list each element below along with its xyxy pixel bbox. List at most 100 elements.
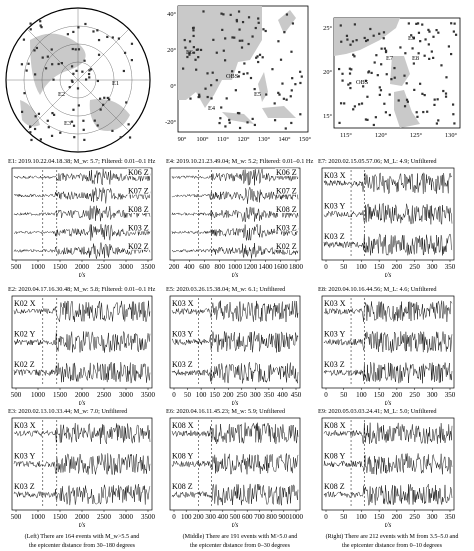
right-event-dot [422, 110, 425, 114]
right-event-dot [442, 89, 445, 93]
trace-label-bg [323, 232, 346, 241]
x-tick-label: 450 [291, 391, 302, 399]
seismic-trace [13, 483, 151, 506]
waveform-panel: E3: 2020.02.13.10.33.44; M_w: 7.0; Unfil… [8, 408, 156, 529]
trace-label-bg [275, 241, 298, 250]
polar-event-dot [50, 48, 53, 51]
middle-event-dot [284, 127, 287, 130]
x-tick-label: 350 [445, 513, 456, 521]
trace-label-bg [171, 420, 194, 429]
right-event-dot [352, 108, 355, 111]
middle-event-dot [204, 87, 207, 90]
right-event-dot [349, 82, 352, 85]
trace-label-bg [171, 360, 194, 369]
seismic-trace [171, 300, 299, 323]
trace-label: K08 X [324, 421, 346, 430]
polar-event-dot [25, 69, 28, 72]
polar-event-dot [34, 73, 37, 76]
polar-event-dot [23, 92, 26, 95]
middle-event-dot [188, 51, 191, 54]
middle-event-dot [246, 121, 249, 124]
right-event-dot [388, 113, 391, 117]
middle-event-dot [228, 121, 231, 124]
caption-middle-line2: the epicenter distance from 0–30 degrees [190, 542, 291, 549]
middle-event-dot [299, 113, 302, 116]
polar-event-dot [117, 37, 121, 40]
x-tick-label: 1000 [228, 263, 243, 271]
polar-event-dot [37, 112, 41, 115]
x-tick-label: 1000 [31, 513, 46, 521]
middle-event-dot [238, 28, 241, 31]
polar-event-dot [46, 55, 49, 58]
x-tick-label: 1500 [53, 263, 68, 271]
seismic-trace [171, 331, 299, 353]
right-event-dot [349, 86, 352, 90]
right-event-dot [364, 118, 368, 121]
right-event-dot [363, 36, 366, 40]
right-event-dot [374, 116, 377, 119]
middle-event-dot [188, 40, 192, 43]
right-event-dot [346, 38, 349, 41]
middle-event-dot [234, 89, 237, 92]
right-event-dot [403, 105, 407, 108]
polar-event-dot [111, 36, 114, 39]
right-event-dot [340, 40, 343, 43]
seismic-trace [13, 330, 151, 353]
right-event-dot [444, 95, 448, 98]
middle-event-dot [224, 37, 227, 40]
middle-event-dot [238, 112, 241, 115]
waveform-panel: E8: 2020.04.10.16.44.56; M_L: 4.6; Unfil… [318, 286, 456, 407]
right-event-dot [453, 22, 456, 25]
trace-label-bg [323, 329, 346, 338]
x-tick-label: 0 [324, 391, 328, 399]
trace-label-bg [323, 420, 346, 429]
right-event-dot [372, 123, 375, 127]
middle-label-e4: E4 [208, 105, 216, 112]
waveform-panel: E9: 2020.05.03.03.24.41; M_L: 5.0; Unfil… [318, 408, 456, 529]
x-tick-label: 350 [264, 391, 275, 399]
x-tick-label: 0 [324, 263, 328, 271]
x-tick-label: 3000 [119, 391, 134, 399]
panel-frame [321, 167, 455, 261]
polar-event-dot [92, 30, 95, 33]
x-tick-label: 600 [199, 263, 210, 271]
right-event-dot [384, 50, 388, 54]
middle-event-dot [192, 29, 195, 32]
polar-event-dot [51, 111, 54, 115]
x-axis-label: t/s [385, 399, 392, 407]
right-event-dot [403, 74, 406, 77]
x-tick-label: 300 [250, 391, 261, 399]
x-axis-label: t/s [385, 271, 392, 279]
seismic-trace [323, 422, 453, 445]
x-tick-label: 1000 [31, 391, 46, 399]
trace-label-bg [171, 482, 194, 491]
right-event-dot [341, 79, 344, 82]
x-tick-label: 400 [277, 391, 288, 399]
middle-lon-tick: 130° [258, 136, 270, 143]
polar-event-dot [75, 69, 78, 72]
right-event-dot [413, 88, 416, 91]
x-tick-label: 700 [254, 513, 265, 521]
trace-label-bg [323, 298, 346, 307]
right-event-dot [405, 98, 409, 101]
right-event-dot [426, 110, 429, 113]
middle-event-dot [251, 35, 254, 38]
middle-event-dot [265, 93, 268, 96]
x-tick-label: 1800 [289, 263, 304, 271]
seismic-trace [171, 362, 299, 384]
middle-event-dot [285, 13, 289, 16]
trace-label: K02 Z [276, 242, 297, 251]
right-event-dot [376, 74, 379, 77]
right-event-dot [345, 34, 349, 37]
right-event-dot [370, 71, 373, 75]
polar-event-dot [125, 101, 128, 104]
middle-event-dot [290, 121, 293, 125]
middle-event-dot [222, 13, 225, 16]
polar-event-dot [39, 20, 42, 23]
polar-event-dot [72, 72, 75, 75]
x-tick-label: 500 [11, 513, 22, 521]
middle-event-dot [253, 123, 256, 127]
middle-event-dot [289, 95, 292, 98]
middle-event-dot [215, 79, 218, 82]
right-event-dot [382, 31, 386, 34]
